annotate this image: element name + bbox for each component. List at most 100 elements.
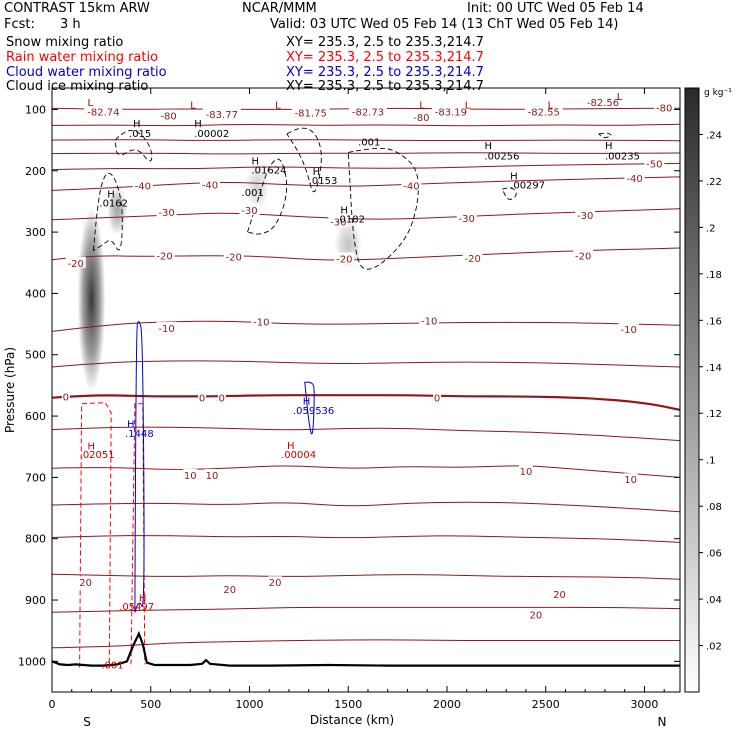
extremum-label: L: [617, 92, 623, 103]
contour-label-bg-1: [158, 109, 179, 121]
contour-label: 20: [553, 590, 566, 601]
colorbar-label: .12: [706, 409, 722, 420]
x-tick-label: 1000: [235, 698, 263, 711]
contour-label-bg-15: [156, 205, 177, 217]
contour-label: 20: [529, 611, 542, 622]
contour-label: -80: [656, 104, 672, 115]
temperature-contour-1: [52, 123, 680, 127]
colorbar-ticks: .24 .22 .2 .18 .16 .14 .12 .1 .08 .06 .04 .02: [699, 130, 722, 653]
extremum-label: .001: [101, 660, 123, 671]
snow-shade-2: [245, 161, 270, 211]
extremum-label: L: [548, 101, 554, 112]
fcst-value: 3 h: [60, 17, 81, 32]
contour-label-bg-18: [456, 211, 477, 223]
contour-label-bg-25: [573, 249, 594, 261]
extremum-label: .001: [242, 188, 264, 199]
contour-label: 20: [269, 578, 282, 589]
extremum-label: .001: [358, 137, 380, 148]
contour-label: -20: [226, 253, 242, 264]
colorbar-label: .22: [706, 177, 722, 188]
extremum-label: .0162: [99, 199, 128, 210]
contour-label: 10: [520, 467, 533, 478]
contour-label-bg-29: [618, 322, 639, 334]
contour-label-bg-19: [575, 208, 596, 220]
contour-label-bg-38: [78, 576, 93, 588]
contour-label: -10: [620, 325, 636, 336]
extremum-label: L: [419, 101, 425, 112]
colorbar-label: .02: [706, 642, 722, 653]
extremum-label: H: [303, 397, 311, 408]
extremum-label: .00297: [510, 180, 545, 191]
contour-label-bg-30: [61, 390, 70, 402]
contour-label-bg-41: [528, 608, 543, 620]
extremum-label: L: [190, 101, 196, 112]
contour-label-bg-20: [65, 256, 86, 268]
colorbar-ramp: [684, 87, 700, 693]
contour-label: -81.75: [295, 109, 327, 120]
temperature-contour-11: [52, 426, 680, 442]
temperature-contour-7: [52, 247, 680, 261]
contour-label-bg-36: [518, 465, 533, 477]
contour-label-bg-26: [156, 321, 177, 333]
extremum-label: .01624: [251, 166, 286, 177]
contour-label-bg-34: [183, 468, 198, 480]
y-tick-label: 900: [25, 594, 46, 607]
contour-label-bg-39: [222, 582, 237, 594]
extremum-label: .00256: [484, 151, 519, 162]
legend-cloud-water-xy: XY= 235.3, 2.5 to 235.3,214.7: [286, 65, 484, 80]
contour-label-bg-22: [223, 250, 244, 262]
contour-label-bg-28: [419, 314, 440, 326]
contour-label-bg-16: [239, 204, 260, 216]
extremum-label: H: [251, 156, 259, 167]
extremum-label: .0182: [336, 215, 365, 226]
contour-label: 10: [206, 471, 219, 482]
terrain-line: [52, 630, 680, 667]
x-axis-end-label: N: [658, 715, 667, 729]
contour-label: -20: [336, 254, 352, 265]
contour-label-bg-3: [291, 106, 330, 118]
contour-label-bg-11: [132, 179, 153, 191]
contour-label: 0: [434, 394, 440, 405]
contour-label: -10: [253, 318, 269, 329]
colorbar: .24 .22 .2 .18 .16 .14 .12 .1 .08 .06 .04 .02 g kg⁻…: [684, 87, 732, 693]
contour-label-bg-5: [411, 110, 432, 122]
extremum-label: H: [88, 441, 96, 452]
contour-label-bg-8: [583, 96, 622, 108]
extremum-label: .0153: [309, 176, 338, 187]
legend-ice-name: Cloud ice mixing ratio: [6, 79, 149, 94]
fcst-label: Fcst:: [4, 17, 35, 32]
contour-label: -40: [135, 181, 151, 192]
temperature-contour-14: [52, 535, 680, 543]
extremum-label: L: [88, 98, 94, 109]
x-tick-label: 1500: [334, 698, 362, 711]
y-tick-label: 200: [25, 165, 46, 178]
contour-label-bg-7: [524, 105, 563, 117]
contour-label: -30: [158, 208, 174, 219]
legend-snow-xy: XY= 235.3, 2.5 to 235.3,214.7: [286, 35, 484, 50]
extremum-label: H: [139, 594, 147, 605]
temperature-contour-6: [52, 208, 680, 221]
x-tick-label: 3000: [630, 698, 658, 711]
colorbar-unit: g kg⁻¹: [704, 88, 732, 98]
contour-label: -83.19: [435, 107, 467, 118]
y-tick-label: 600: [25, 410, 46, 423]
temperature-contour-15: [52, 573, 680, 580]
contour-label: -30: [241, 206, 257, 217]
extremum-label: .00235: [605, 151, 640, 162]
legend-ice-xy: XY= 235.3, 2.5 to 235.3,214.7: [286, 79, 484, 94]
colorbar-label: .18: [706, 270, 722, 281]
temperature-contour-4: [52, 162, 680, 171]
x-tick-label: 0: [49, 698, 56, 711]
contour-label-bg-33: [433, 391, 442, 403]
extremum-label: H: [313, 167, 321, 178]
contour-label: -10: [421, 316, 437, 327]
contour-label-bg-13: [401, 179, 422, 191]
plot-frame: [51, 87, 681, 693]
contour-label-bg-40: [268, 576, 283, 588]
cloud-ice-contour-2: [246, 158, 288, 235]
contour-label: -20: [68, 259, 84, 270]
legend-snow-name: Snow mixing ratio: [6, 35, 124, 50]
snow-shade-1: [107, 186, 128, 236]
cloud-water-contour-1: [304, 381, 315, 435]
